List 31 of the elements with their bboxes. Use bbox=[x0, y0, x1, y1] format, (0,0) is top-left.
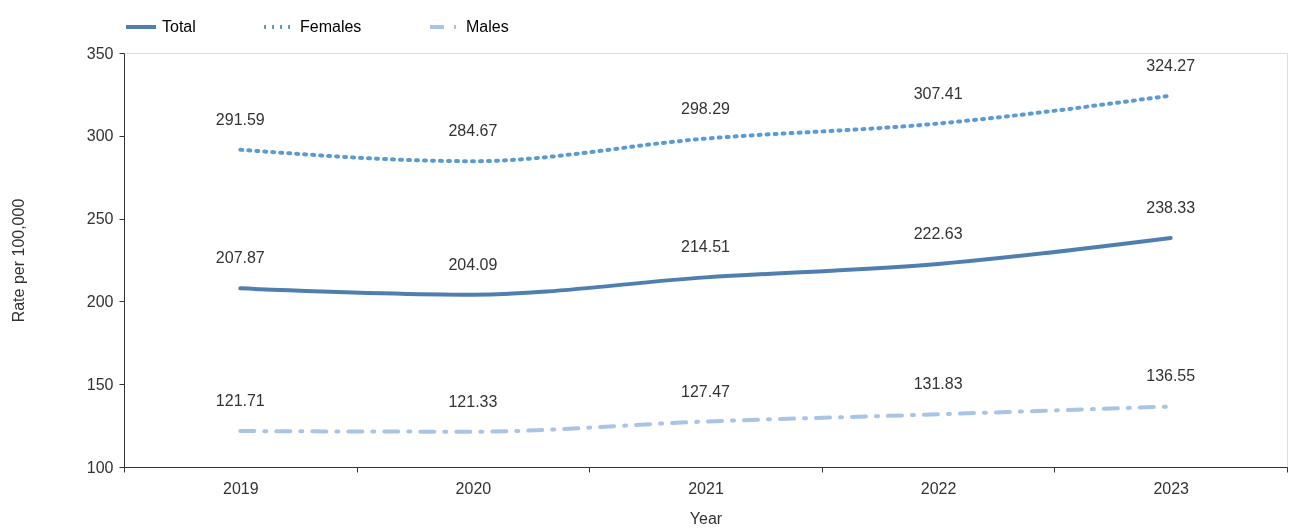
data-label: 324.27 bbox=[1146, 56, 1196, 74]
data-label: 238.33 bbox=[1146, 198, 1196, 216]
y-tick-label: 200 bbox=[86, 292, 114, 310]
data-label: 121.33 bbox=[448, 392, 498, 410]
data-label: 127.47 bbox=[681, 382, 731, 400]
data-label: 222.63 bbox=[913, 224, 963, 242]
data-label: 121.71 bbox=[215, 392, 265, 410]
y-tick-label: 100 bbox=[86, 458, 114, 476]
y-tick-label: 150 bbox=[86, 375, 114, 393]
x-tick-label: 2023 bbox=[1153, 479, 1190, 497]
x-tick-label: 2021 bbox=[688, 479, 724, 497]
data-label: 214.51 bbox=[681, 238, 731, 256]
data-label: 291.59 bbox=[215, 110, 265, 128]
data-label: 307.41 bbox=[913, 84, 963, 102]
legend-label: Females bbox=[300, 18, 362, 35]
data-label: 298.29 bbox=[681, 99, 731, 117]
data-label: 204.09 bbox=[448, 255, 498, 273]
y-tick-label: 350 bbox=[86, 44, 114, 62]
data-label: 136.55 bbox=[1146, 367, 1196, 385]
legend-label: Males bbox=[466, 18, 509, 35]
y-axis-title: Rate per 100,000 bbox=[9, 198, 27, 323]
y-tick-label: 250 bbox=[86, 210, 114, 228]
x-tick-label: 2019 bbox=[223, 479, 259, 497]
data-label: 207.87 bbox=[215, 249, 265, 267]
y-tick-label: 300 bbox=[86, 127, 114, 145]
data-label: 131.83 bbox=[913, 375, 963, 393]
x-axis-title: Year bbox=[689, 509, 723, 527]
x-tick-label: 2020 bbox=[455, 479, 492, 497]
legend-label: Total bbox=[162, 18, 196, 35]
x-tick-label: 2022 bbox=[920, 479, 957, 497]
data-label: 284.67 bbox=[448, 122, 498, 140]
